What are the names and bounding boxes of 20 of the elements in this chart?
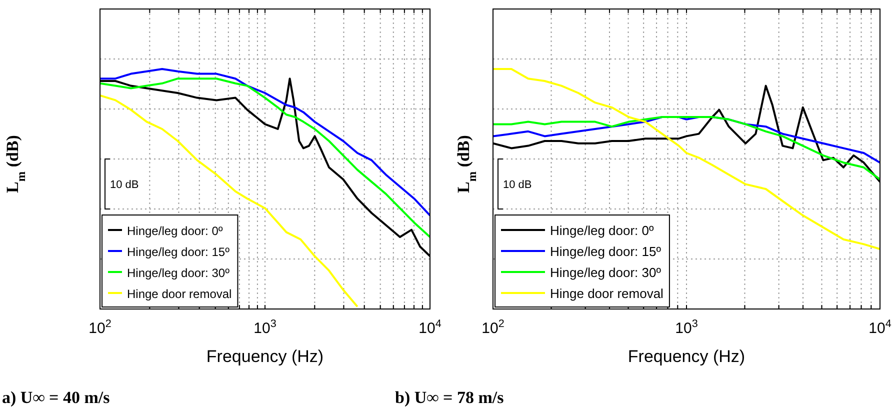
legend-label: Hinge/leg door: 30º — [127, 266, 230, 280]
x-tick-label: 10$^{4}$ — [868, 318, 892, 337]
x-tick-label: 10$^{2}$ — [482, 318, 504, 337]
legend-label: Hinge/leg door: 30º — [550, 265, 662, 280]
x-axis-title: Frequency (Hz) — [206, 347, 324, 366]
legend-label: Hinge/leg door: 15º — [127, 245, 230, 259]
legend-label: Hinge door removal — [550, 286, 664, 301]
annotation: 10 dB — [503, 179, 532, 191]
text: a) U∞ = 40 m/s — [2, 388, 110, 407]
legend-label: Hinge/leg door: 15º — [550, 244, 662, 259]
legend-label: Hinge/leg door: 0º — [550, 223, 654, 238]
legend-label: Hinge/leg door: 0º — [127, 224, 224, 238]
x-tick-label: 10$^{3}$ — [254, 318, 276, 337]
x-tick-label: 10$^{4}$ — [418, 318, 442, 337]
x-tick-label: 10$^{3}$ — [675, 318, 698, 337]
annotation: 10 dB — [110, 179, 139, 191]
x-tick-label: 10$^{2}$ — [88, 318, 112, 337]
legend-label: Hinge door removal — [127, 287, 232, 301]
x-axis-title: Frequency (Hz) — [628, 347, 746, 366]
text: b) U∞ = 78 m/s — [395, 388, 504, 407]
